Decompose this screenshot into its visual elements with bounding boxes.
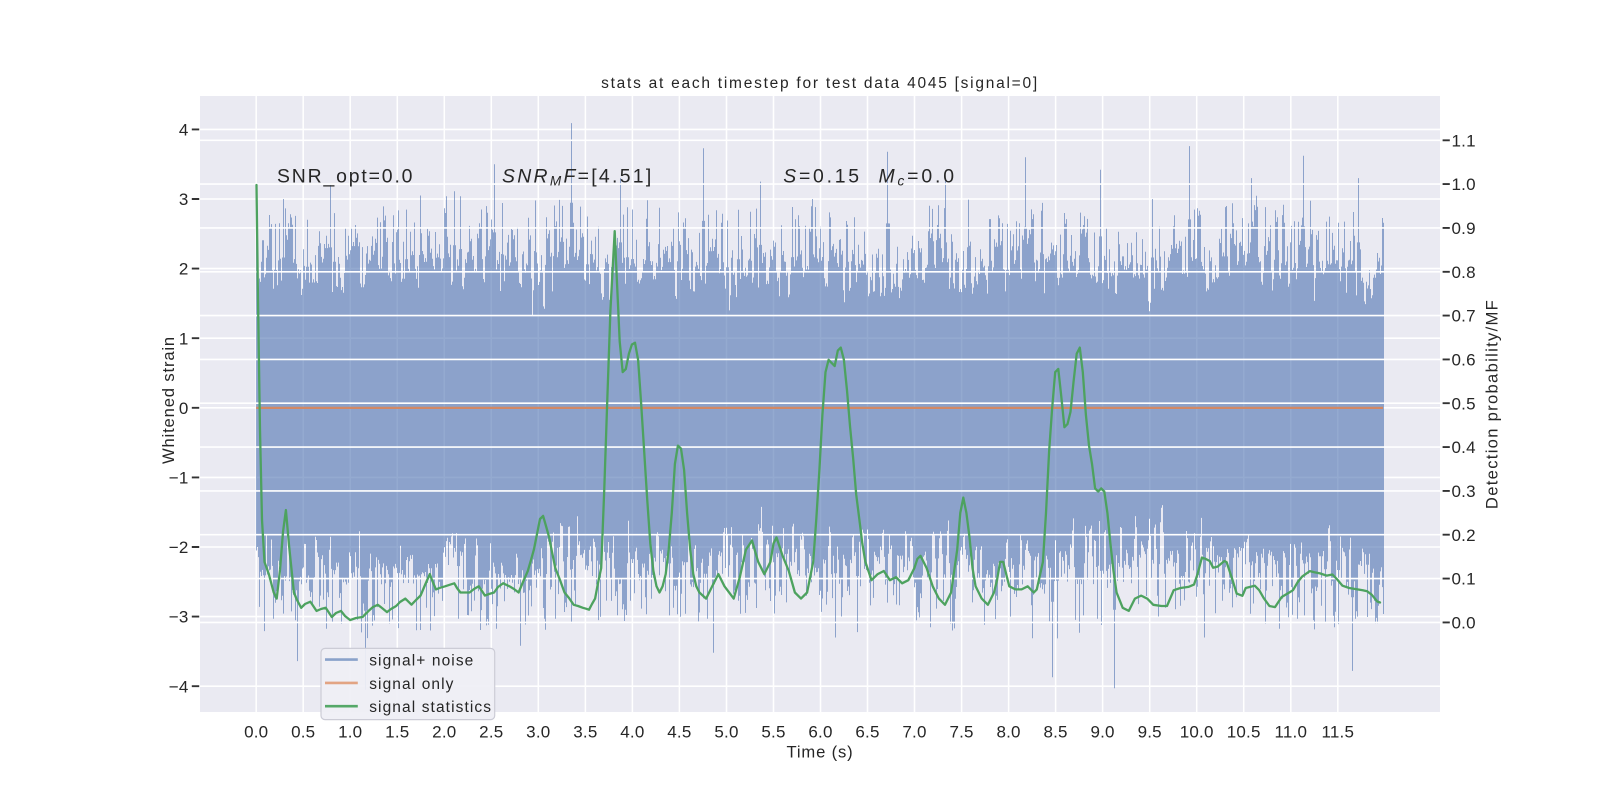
svg-text:1.5: 1.5 [385, 723, 409, 742]
svg-text:0.8: 0.8 [1452, 263, 1476, 282]
svg-text:Mc=0.0: Mc=0.0 [879, 165, 957, 188]
svg-text:6.0: 6.0 [808, 723, 832, 742]
svg-text:3: 3 [179, 190, 189, 209]
svg-text:2.0: 2.0 [432, 723, 456, 742]
svg-text:9.5: 9.5 [1138, 723, 1162, 742]
svg-text:−1: −1 [169, 469, 189, 488]
svg-text:1.0: 1.0 [338, 723, 362, 742]
svg-text:Time (s): Time (s) [786, 743, 853, 762]
svg-text:−3: −3 [169, 608, 189, 627]
svg-text:10.0: 10.0 [1180, 723, 1214, 742]
svg-text:1.1: 1.1 [1452, 131, 1476, 150]
svg-text:1: 1 [179, 329, 189, 348]
svg-text:stats at each timestep for tes: stats at each timestep for test data 404… [601, 75, 1039, 92]
svg-text:0.2: 0.2 [1452, 526, 1476, 545]
svg-text:0.5: 0.5 [291, 723, 315, 742]
svg-text:3.5: 3.5 [573, 723, 597, 742]
svg-text:SNRMF=[4.51]: SNRMF=[4.51] [502, 165, 654, 188]
svg-text:0: 0 [179, 399, 189, 418]
svg-text:0.9: 0.9 [1452, 219, 1476, 238]
svg-text:SNR_opt=0.0: SNR_opt=0.0 [277, 165, 414, 187]
svg-text:2.5: 2.5 [479, 723, 503, 742]
svg-text:6.5: 6.5 [855, 723, 879, 742]
svg-text:Detection probability/MF: Detection probability/MF [1483, 299, 1502, 509]
svg-text:9.0: 9.0 [1090, 723, 1114, 742]
svg-text:−4: −4 [169, 677, 189, 696]
svg-text:0.0: 0.0 [1452, 614, 1476, 633]
svg-text:5.0: 5.0 [714, 723, 738, 742]
svg-text:8.0: 8.0 [996, 723, 1020, 742]
svg-text:0.3: 0.3 [1452, 482, 1476, 501]
svg-text:5.5: 5.5 [761, 723, 785, 742]
svg-text:11.5: 11.5 [1321, 723, 1354, 742]
svg-text:2: 2 [179, 260, 189, 279]
svg-text:4.0: 4.0 [620, 723, 644, 742]
svg-text:4: 4 [179, 121, 189, 140]
svg-text:7.5: 7.5 [949, 723, 973, 742]
svg-text:0.4: 0.4 [1452, 438, 1476, 457]
svg-text:signal only: signal only [369, 676, 454, 693]
svg-text:S=0.15: S=0.15 [783, 165, 862, 187]
svg-text:4.5: 4.5 [667, 723, 691, 742]
svg-text:signal statistics: signal statistics [369, 699, 492, 716]
svg-text:0.6: 0.6 [1452, 351, 1476, 370]
svg-text:0.0: 0.0 [244, 723, 268, 742]
svg-text:signal+ noise: signal+ noise [369, 653, 474, 670]
svg-text:3.0: 3.0 [526, 723, 550, 742]
svg-text:0.5: 0.5 [1452, 394, 1476, 413]
svg-text:11.0: 11.0 [1274, 723, 1307, 742]
svg-text:Whitened strain: Whitened strain [159, 336, 178, 464]
svg-text:0.7: 0.7 [1452, 307, 1476, 326]
svg-text:8.5: 8.5 [1043, 723, 1067, 742]
svg-text:−2: −2 [169, 538, 189, 557]
svg-text:1.0: 1.0 [1452, 175, 1476, 194]
svg-text:0.1: 0.1 [1452, 570, 1476, 589]
svg-text:7.0: 7.0 [902, 723, 926, 742]
svg-text:10.5: 10.5 [1227, 723, 1261, 742]
